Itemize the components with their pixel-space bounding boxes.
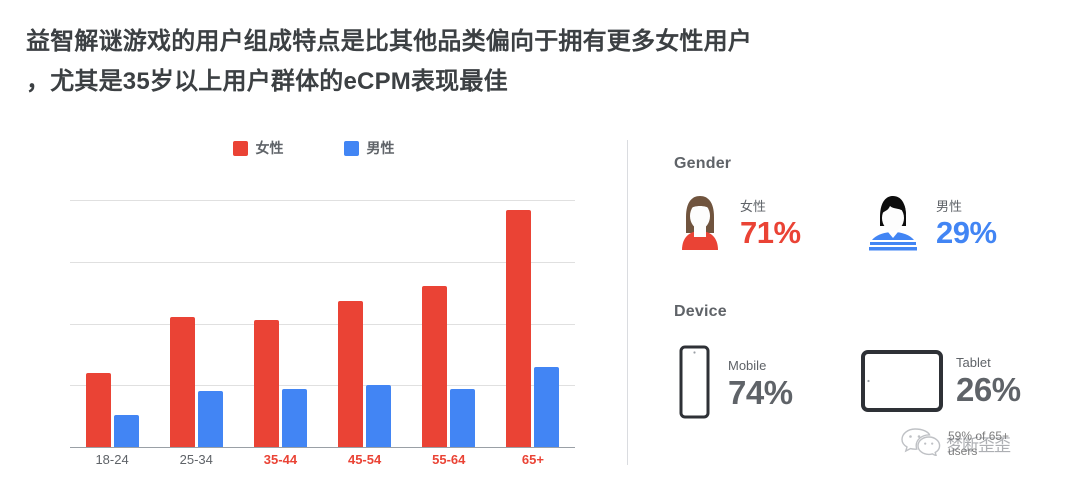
device-stat-tablet: Tablet 26% (860, 345, 1021, 418)
gender-section-title: Gender (674, 155, 732, 172)
device-mobile-caption: Mobile (728, 357, 767, 373)
male-avatar-icon (862, 193, 924, 256)
female-avatar-icon (672, 193, 728, 256)
chart-bar-female[interactable] (253, 319, 279, 447)
chart-bar-group (154, 200, 238, 447)
chart-gridline (70, 261, 575, 263)
footnote-line-2: users (948, 444, 978, 458)
stats-panel: Gender 女性 71% (672, 155, 1072, 475)
device-section-title: Device (674, 303, 727, 320)
tablet-icon (860, 345, 944, 418)
chart-gridline (70, 200, 575, 201)
gender-male-value: 29% (936, 214, 997, 250)
device-tablet-caption: Tablet (956, 354, 991, 370)
chart-bar-female[interactable] (169, 317, 195, 447)
device-tablet-text: Tablet 26% (956, 356, 1021, 407)
chart-bar-group (70, 200, 154, 447)
page-title-line-2: ，尤其是35岁以上用户群体的eCPM表现最佳 (26, 68, 508, 95)
chart-legend: 女性 男性 (0, 138, 627, 158)
page-title: 益智解谜游戏的用户组成特点是比其他品类偏向于拥有更多女性用户 ，尤其是35岁以上… (26, 22, 1036, 102)
gender-stat-male: 男性 29% (862, 193, 997, 256)
chart-x-tick-label: 65+ (521, 452, 544, 467)
chart-bar-group (491, 200, 575, 447)
chart-gridline (70, 385, 575, 387)
chart-gridline (70, 447, 575, 448)
chart-bar-group (238, 200, 322, 447)
legend-swatch-female (232, 140, 248, 156)
gender-male-text: 男性 29% (936, 200, 997, 249)
gender-female-caption: 女性 (740, 198, 767, 214)
chart-x-tick-label: 18-24 (95, 452, 129, 467)
legend-swatch-male (343, 140, 359, 156)
chart-bar-male[interactable] (366, 385, 392, 447)
chart-bar-male[interactable] (281, 388, 307, 447)
device-tablet-value: 26% (956, 370, 1021, 408)
legend-label-male: 男性 (366, 140, 395, 156)
chart-x-tick-label: 25-34 (179, 452, 213, 467)
mobile-phone-icon (672, 345, 716, 424)
bar-chart: 女性 男性 0%5%10%15%20% 18-24 25-34 35-44 45-54… (0, 130, 627, 490)
wechat-icon (900, 426, 942, 461)
chart-bar-group (323, 200, 407, 447)
gender-stat-female: 女性 71% (672, 193, 862, 256)
footnote-line-1: 59% of 65+ (948, 429, 1010, 443)
chart-x-tick-label: 45-54 (347, 452, 382, 467)
panel-divider (627, 140, 628, 465)
gender-female-value: 71% (740, 214, 801, 250)
chart-bar-female[interactable] (422, 286, 448, 447)
chart-bar-female[interactable] (85, 372, 111, 447)
device-stat-mobile: Mobile 74% (672, 345, 860, 424)
chart-x-tick-label: 55-64 (432, 452, 466, 467)
gender-stats-row: 女性 71% (672, 193, 997, 256)
watermark-text: 梦断歪歪 (946, 436, 1011, 455)
device-mobile-text: Mobile 74% (728, 359, 793, 410)
chart-bar-male[interactable] (113, 414, 139, 447)
footnote: 59% of 65+ users (948, 429, 1068, 459)
device-stats-row: Mobile 74% Tablet 26% (672, 345, 1021, 424)
device-mobile-value: 74% (728, 373, 793, 411)
chart-bar-male[interactable] (450, 388, 476, 447)
chart-gridline (70, 323, 575, 325)
legend-item-female[interactable]: 女性 (232, 138, 284, 158)
chart-bar-female[interactable] (338, 301, 364, 447)
chart-bar-male[interactable] (197, 391, 223, 447)
legend-label-female: 女性 (255, 140, 284, 156)
chart-plot-area: 0%5%10%15%20% (70, 200, 575, 448)
legend-item-male[interactable]: 男性 (343, 138, 395, 158)
chart-x-axis: 18-24 25-34 35-44 45-54 55-64 65+ (70, 452, 575, 467)
chart-x-tick-label: 35-44 (263, 452, 298, 467)
chart-bar-male[interactable] (534, 366, 560, 447)
page-title-line-1: 益智解谜游戏的用户组成特点是比其他品类偏向于拥有更多女性用户 (26, 28, 752, 55)
gender-male-caption: 男性 (936, 198, 963, 214)
chart-bar-group (407, 200, 491, 447)
chart-bars (70, 200, 575, 447)
watermark: 梦断歪歪 (900, 426, 1011, 461)
chart-bar-female[interactable] (506, 209, 532, 447)
gender-female-text: 女性 71% (740, 200, 801, 249)
